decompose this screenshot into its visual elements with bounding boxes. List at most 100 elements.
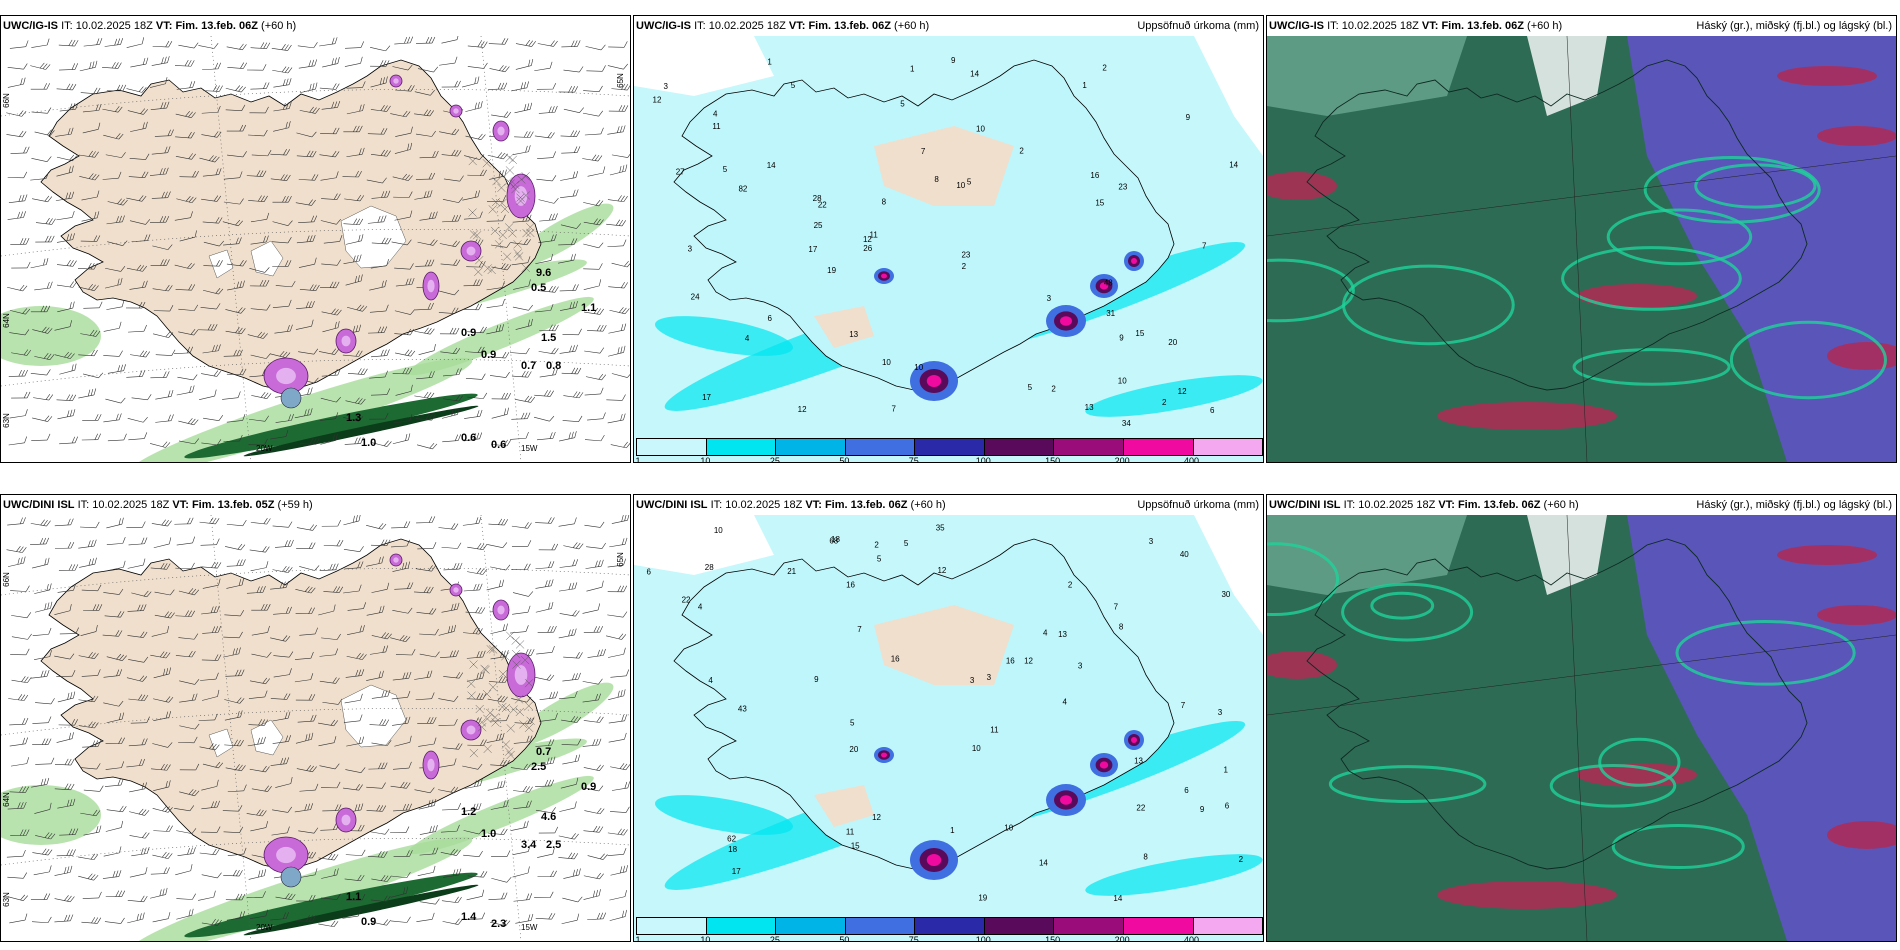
precip-value-label: 48 [1104,279,1113,288]
map-panel-precip: UWC/DINI ISL IT: 10.02.2025 18Z VT: Fim.… [633,494,1264,942]
precip-value-label: 5 [791,81,796,90]
colorbar-tick-label: 400 [1184,935,1200,942]
wind-value-label: 1.3 [346,412,361,424]
valid-time-label: VT: [155,20,173,32]
panel-header: UWC/DINI ISL IT: 10.02.2025 18Z VT: Fim.… [1267,495,1896,515]
precip-colorbar [636,438,1263,456]
precip-value-label: 1 [767,58,772,67]
map-canvas: 0.7 2.5 0.9 1.2 1.0 4.6 3.4 2.5 1.4 2.3 0.9 1.1 [1,515,630,941]
init-time-label: IT: [694,20,706,32]
precip-value-label: 30 [1221,590,1230,599]
wind-value-label: 3.4 [521,839,537,851]
panel-header: UWC/DINI ISL IT: 10.02.2025 18Z VT: Fim.… [1,495,630,515]
precip-value-label: 7 [921,147,926,156]
precip-value-label: 2 [1019,146,1024,155]
valid-time: Fim. 13.feb. 06Z [1441,20,1524,32]
precip-value-label: 4 [698,602,703,611]
precip-value-label: 10 [1004,823,1013,832]
init-time-label: IT: [61,20,73,32]
precip-value-label: 22 [818,201,827,210]
longitude-label: 15W [521,444,538,453]
model-name: UWC/IG-IS [3,20,58,32]
lead-time: (+60 h) [261,20,297,32]
precip-value-label: 8 [934,175,939,184]
precip-value-label: 2 [874,540,879,549]
valid-time: Fim. 13.feb. 06Z [824,499,908,511]
precip-value-label: 11 [846,828,855,837]
panel-header: UWC/IG-IS IT: 10.02.2025 18Z VT: Fim. 13… [1,16,630,36]
precip-value-label: 62 [727,834,736,843]
latitude-label: 64N [1,313,11,328]
precip-value-label: 17 [702,393,711,402]
wind-value-label: 0.6 [491,439,506,451]
colorbar-segment [776,439,846,455]
precip-value-label: 16 [1006,656,1015,665]
precip-value-label: 7 [1202,241,1207,250]
model-name: UWC/DINI ISL [1269,499,1341,511]
precip-value-label: 1 [1223,765,1228,774]
precip-value-label: 10 [914,363,923,372]
precip-value-label: 7 [1181,701,1186,710]
precip-value-label: 13 [1134,757,1143,766]
precip-value-label: 12 [653,95,662,104]
lead-time: (+59 h) [277,499,313,511]
colorbar-labels: 1 10 25 50 75 100 150 200 400 [635,935,1261,942]
colorbar-segment [915,918,985,934]
field-title: Uppsöfnuð úrkoma (mm) [1137,20,1259,32]
precip-value-label: 15 [851,841,860,850]
precip-value-label: 12 [863,235,872,244]
colorbar-tick-label: 100 [975,456,991,463]
precip-value-label: 2 [1102,63,1107,72]
precip-value-label: 11 [712,122,721,131]
precip-value-label: 3 [970,676,975,685]
precip-value-label: 23 [1118,183,1127,192]
colorbar-segment [984,439,1055,455]
precip-value-label: 10 [972,744,981,753]
precip-value-label: 6 [1184,786,1189,795]
latitude-label: 64N [1,792,11,807]
colorbar-labels: 1 10 25 50 75 100 150 200 400 [635,456,1261,463]
colorbar-tick-label: 100 [975,935,991,942]
precip-value-label: 28 [705,563,714,572]
precip-value-label: 17 [808,245,817,254]
latitude-label: 66N [1,572,11,587]
map-canvas: 9.6 0.5 1.1 0.9 0.9 1.5 0.7 0.8 0.6 0.6 1.0 1.3 [1,36,630,462]
precip-value-label: 5 [904,539,909,548]
wind-value-label: 1.4 [461,911,477,923]
precip-value-label: 18 [728,845,737,854]
lead-time: (+60 h) [1543,499,1579,511]
precip-value-label: 6 [767,314,772,323]
colorbar-segment [915,439,985,455]
iceland-landmass [40,59,542,391]
valid-time-label: VT: [1438,499,1455,511]
colorbar-segment [1193,918,1263,934]
precip-value-label: 40 [1180,550,1189,559]
colorbar-segment [706,918,777,934]
precip-value-label: 3 [1218,708,1223,717]
init-time: 10.02.2025 18Z [75,20,153,32]
colorbar-segment [1123,439,1194,455]
wind-value-label: 0.9 [461,327,476,339]
wind-value-label: 0.6 [461,432,476,444]
init-time-label: IT: [1343,499,1356,511]
precip-value-label: 24 [691,293,700,302]
wind-value-label: 9.6 [536,267,551,279]
colorbar-tick-label: 75 [908,456,919,463]
colorbar-segment [845,439,916,455]
precip-value-label: 1 [950,826,955,835]
colorbar-tick-label: 25 [769,935,780,942]
precip-value-label: 20 [1168,338,1177,347]
precip-value-label: 3 [1078,661,1083,670]
precip-value-label: 3 [987,673,992,682]
precip-value-label: 16 [1090,171,1099,180]
wind-value-label: 1.5 [541,332,556,344]
precip-value-label: 2 [1051,385,1056,394]
valid-time: Fim. 13.feb. 06Z [175,20,258,32]
precip-value-label: 4 [1062,698,1067,707]
valid-time-label: VT: [1421,20,1439,32]
init-time: 10.02.2025 18Z [92,499,170,511]
map-panel-wind: UWC/DINI ISL IT: 10.02.2025 18Z VT: Fim.… [0,494,631,942]
longitude-label: 20W [256,444,273,453]
precip-value-label: 5 [967,178,972,187]
